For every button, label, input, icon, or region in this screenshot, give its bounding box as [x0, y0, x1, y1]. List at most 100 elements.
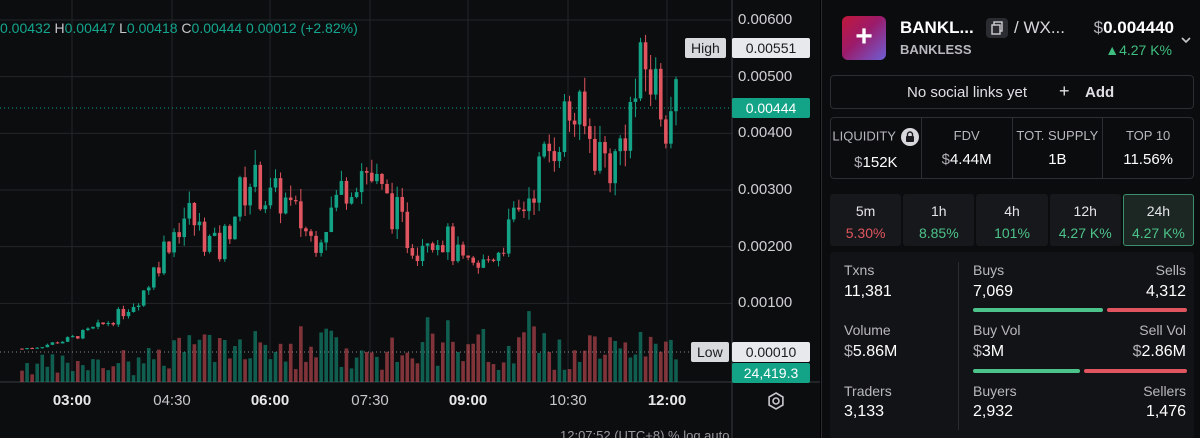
last-price-badge: 0.00444 — [732, 98, 810, 118]
volume-bar — [653, 343, 658, 382]
tab-4h[interactable]: 4h 101% — [976, 194, 1048, 246]
volume-bar — [60, 355, 65, 382]
high-label: High — [685, 38, 726, 58]
candle-body — [106, 322, 110, 325]
candle-body — [40, 347, 45, 349]
volume-bar — [182, 351, 187, 382]
candle-body — [532, 198, 536, 203]
volume-bar — [238, 339, 242, 382]
candle-body — [278, 178, 283, 214]
copy-address-button[interactable] — [986, 18, 1008, 38]
sells-value: 4,312 — [1145, 283, 1186, 300]
candle-body — [96, 322, 100, 327]
tab-change: 5.30% — [845, 225, 886, 241]
volume-bar — [486, 361, 491, 382]
volume-bar — [598, 358, 602, 382]
chart-bottom-bar[interactable]: 12:07:52 (UTC+8) % log auto — [560, 428, 730, 438]
y-tick-label: 0.00300 — [738, 181, 793, 198]
tab-5m[interactable]: 5m 5.30% — [830, 194, 902, 246]
volume-bar — [552, 369, 557, 382]
price-chart[interactable]: 0.00432 H0.00447 L0.00418 C0.00444 0.000… — [0, 0, 820, 438]
buys-value: 7,069 — [973, 283, 1014, 300]
grid-divider — [958, 262, 959, 430]
candle-body — [162, 241, 166, 274]
candle-body — [121, 308, 126, 317]
volume-bar — [278, 343, 283, 382]
ohlc-close: 0.00444 — [191, 20, 243, 36]
candle-body — [50, 342, 55, 345]
volume-bar — [334, 337, 339, 382]
x-tick-label: 12:00 — [647, 392, 687, 409]
volume-bar — [197, 339, 202, 382]
chart-settings-icon[interactable] — [766, 391, 786, 411]
candle-body — [491, 259, 496, 261]
volume-bar — [202, 334, 207, 382]
candle-body — [339, 180, 344, 195]
candle-body — [364, 171, 369, 173]
volume-bar — [435, 365, 440, 382]
volume-bar — [522, 332, 526, 382]
volume-bar — [248, 358, 252, 382]
volume-bar — [354, 357, 359, 382]
candle-body — [319, 242, 323, 253]
volume-bar — [45, 366, 50, 382]
volume-bar — [319, 332, 323, 382]
y-tick-label: 0.00400 — [738, 124, 793, 142]
candle-body — [486, 259, 491, 261]
candle-body — [425, 243, 430, 246]
volume-bar — [136, 357, 141, 382]
add-social-button[interactable]: Add — [1085, 84, 1115, 101]
volume-bar — [446, 320, 450, 382]
volume-bar — [40, 354, 45, 382]
volume-bar — [141, 363, 146, 382]
tab-change: 4.27 K% — [1058, 225, 1112, 241]
chevron-down-icon[interactable] — [1180, 34, 1192, 46]
volume-bar — [157, 349, 161, 382]
lock-icon[interactable] — [901, 128, 920, 146]
y-tick-label: 0.00500 — [738, 67, 793, 85]
candle-body — [263, 205, 268, 210]
volume-bar — [562, 369, 567, 382]
candle-body — [628, 101, 633, 151]
volume-bar — [593, 336, 597, 382]
volume-bar — [613, 340, 617, 382]
candle-body — [131, 307, 136, 312]
volume-bar — [344, 348, 349, 382]
tab-change: 4.27 K% — [1131, 225, 1185, 241]
last-volume-badge: 24,419.3 — [732, 363, 810, 383]
stat-total-supply: TOT. SUPPLY 1B — [1013, 118, 1104, 178]
candle-body — [172, 232, 176, 253]
volume-bar — [506, 345, 511, 382]
volume-bar — [364, 351, 369, 382]
volume-bar — [643, 356, 648, 382]
tab-1h[interactable]: 1h 8.85% — [903, 194, 975, 246]
volume-bar — [618, 348, 623, 382]
volume-bar — [638, 331, 643, 382]
candle-body — [552, 151, 557, 162]
volume-bar — [172, 340, 176, 382]
candlestick-chart[interactable] — [0, 0, 820, 438]
candle-body — [177, 232, 181, 238]
stat-currency: $ — [854, 154, 863, 171]
tab-12h[interactable]: 12h 4.27 K% — [1049, 194, 1121, 246]
stat-currency: $ — [941, 151, 950, 168]
ohlc-high-key: H — [54, 20, 65, 36]
buy-vol-label: Buy Vol — [973, 322, 1021, 338]
candle-body — [410, 248, 415, 256]
volume-bar — [131, 375, 136, 382]
volume-bar — [96, 359, 100, 382]
candle-body — [370, 172, 374, 182]
candle-body — [618, 138, 623, 152]
candle-body — [577, 91, 582, 125]
volume-bar — [192, 344, 197, 382]
candle-body — [643, 42, 648, 70]
tab-24h[interactable]: 24h 4.27 K% — [1122, 194, 1195, 246]
volume-label: Volume — [844, 322, 891, 338]
candle-body — [481, 259, 486, 268]
volume-bar — [628, 357, 633, 382]
volume-bar — [491, 364, 496, 382]
tab-change: 101% — [994, 225, 1030, 241]
candle-body — [542, 143, 546, 157]
trade-stats-grid: Txns 11,381 Buys 7,069 Sells 4,312 Volum… — [830, 252, 1194, 438]
volume-bar — [527, 311, 531, 382]
